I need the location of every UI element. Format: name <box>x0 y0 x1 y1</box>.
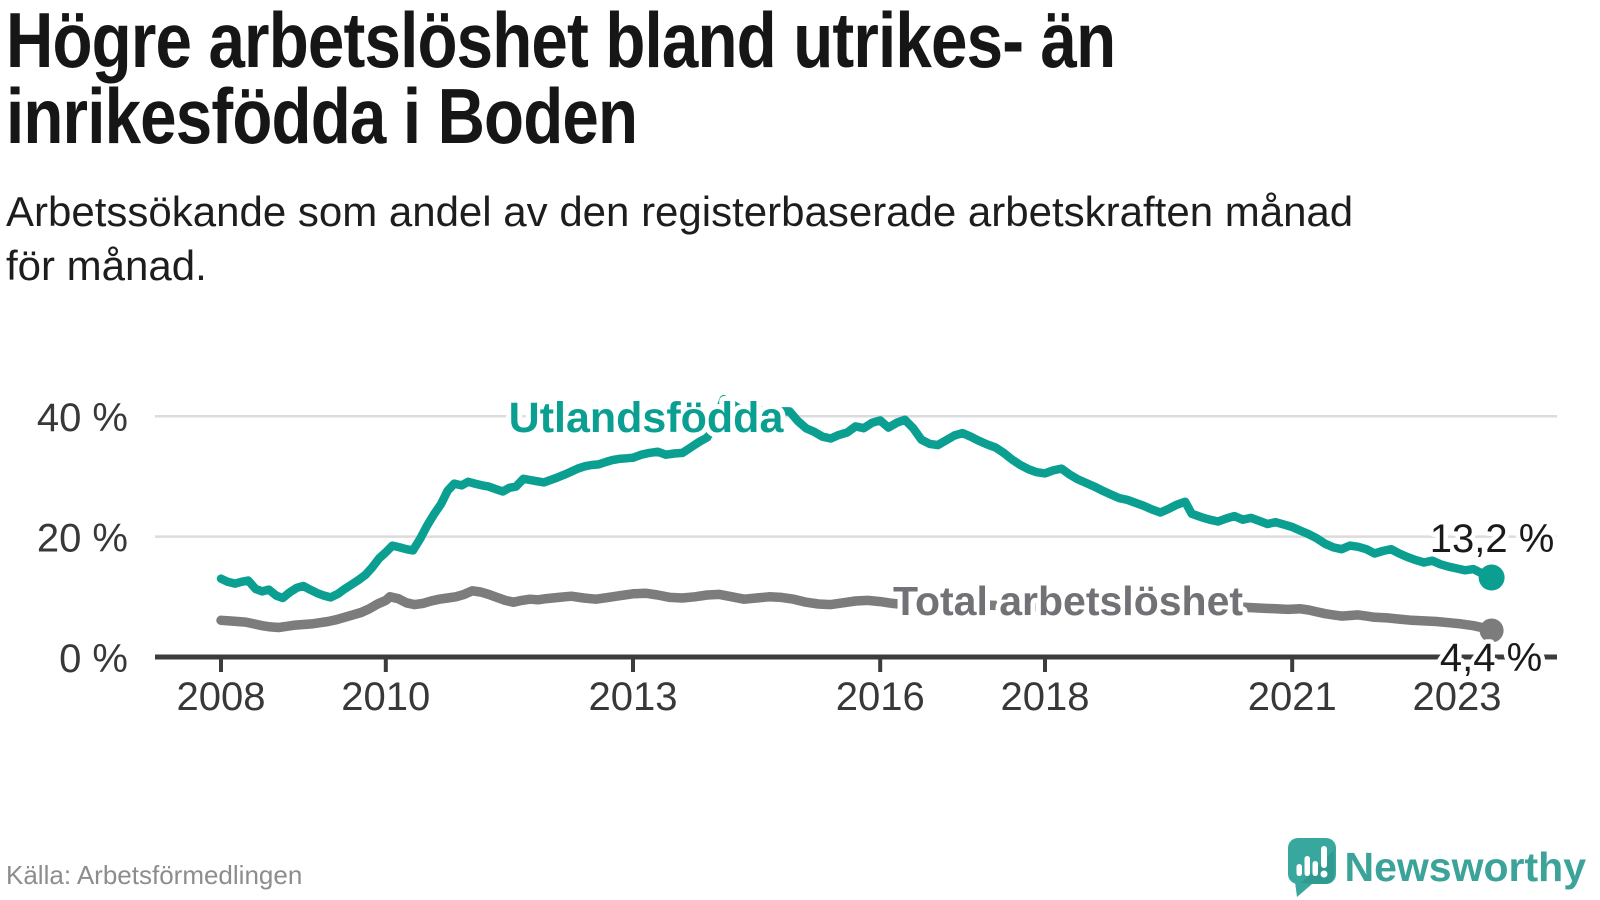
series-label-utlandsfodda: Utlandsfödda <box>509 394 785 442</box>
x-axis-label-2008: 2008 <box>177 675 266 719</box>
x-axis-label-2013: 2013 <box>589 675 678 719</box>
logo-exclamation-bar <box>1321 846 1327 868</box>
title-line-1: Högre arbetslöshet bland utrikes- än <box>6 0 1116 84</box>
value-label-utlandsfodda: 13,2 % <box>1430 517 1555 561</box>
chart-line-utlandsfodda <box>216 395 1496 603</box>
page-title: Högre arbetslöshet bland utrikes- än inr… <box>6 0 1116 160</box>
end-dot-total <box>1479 618 1504 643</box>
source-note: Källa: Arbetsförmedlingen <box>6 860 303 890</box>
chart-line-total <box>216 586 1497 636</box>
logo-bubble-tail <box>1295 882 1312 897</box>
series-label-total: Total arbetslöshet <box>893 578 1243 624</box>
logo-bar-2 <box>1304 856 1310 876</box>
x-axis-label-2023: 2023 <box>1413 675 1502 719</box>
x-axis-label-2021: 2021 <box>1248 675 1337 719</box>
title-line-2: inrikesfödda i Boden <box>6 72 638 160</box>
newsworthy-logo-text: Newsworthy <box>1344 844 1587 890</box>
logo-exclamation-dot <box>1320 870 1328 878</box>
chart-subtitle: Arbetssökande som andel av den registerb… <box>6 185 1353 293</box>
newsworthy-logo: Newsworthy <box>1282 820 1592 897</box>
x-axis-label-2010: 2010 <box>341 675 430 719</box>
value-label-total: 4,4 % <box>1440 636 1542 680</box>
newsworthy-logo-icon <box>1288 838 1336 897</box>
x-axis-label-2016: 2016 <box>836 675 925 719</box>
subtitle-line-2: för månad. <box>6 242 207 289</box>
y-axis-label-40: 40 % <box>37 396 128 440</box>
subtitle-line-1: Arbetssökande som andel av den registerb… <box>6 188 1354 235</box>
logo-bar-1 <box>1296 864 1302 876</box>
end-dot-utlandsfodda <box>1478 564 1505 591</box>
y-axis-label-0: 0 % <box>59 637 128 681</box>
x-axis-label-2018: 2018 <box>1001 675 1090 719</box>
y-axis-label-20: 20 % <box>37 517 128 561</box>
logo-bar-3 <box>1312 861 1318 876</box>
